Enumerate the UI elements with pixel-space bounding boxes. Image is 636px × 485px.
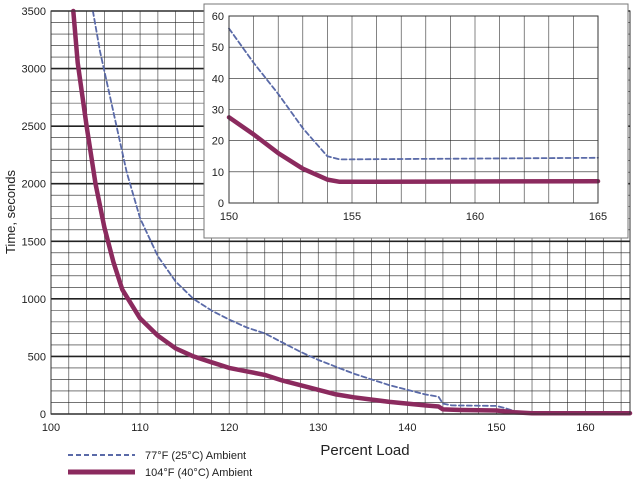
y-tick-label: 30 [212,105,224,117]
y-tick-label: 3500 [22,6,46,18]
series-line-77f [92,10,631,414]
y-tick-label: 500 [28,351,46,363]
legend-label-104f: 104°F (40°C) Ambient [145,467,252,479]
legend-label-77f: 77°F (25°C) Ambient [145,450,246,462]
series-line-77f [228,27,599,161]
x-tick-label: 130 [309,422,327,434]
x-tick-label: 165 [589,211,607,223]
y-tick-label: 2500 [22,121,46,133]
y-tick-label: 60 [212,11,224,23]
inset-background [203,3,629,239]
inset-plot-frame [228,15,599,204]
x-tick-label: 155 [343,211,361,223]
y-tick-label: 0 [218,198,224,210]
x-tick-label: 110 [131,422,149,434]
y-tick-label: 3000 [22,64,46,76]
y-tick-label: 2000 [22,179,46,191]
x-axis-title: Percent Load [320,442,409,459]
inset-series [226,27,601,185]
x-tick-label: 100 [42,422,60,434]
y-tick-label: 1000 [22,294,46,306]
y-tick-label: 1500 [22,236,46,248]
legend: 77°F (25°C) Ambient 104°F (40°C) Ambient [68,450,252,479]
y-axis-title: Time, seconds [3,169,18,254]
y-tick-label: 40 [212,73,224,85]
y-tick-label: 0 [40,409,46,421]
series-line-104f [226,115,601,185]
y-tick-label: 20 [212,136,224,148]
main-tick-labels: 100 110 120 130 140 150 1600500100015002000250… [22,6,595,434]
x-tick-label: 150 [487,422,505,434]
x-tick-label: 140 [398,422,416,434]
y-tick-label: 10 [212,167,224,179]
inset-tick-labels: 150 155 160 165 0 10 20 30 40 50 60 [212,11,607,223]
main-series [71,8,633,416]
x-tick-label: 120 [220,422,238,434]
x-tick-label: 150 [220,211,238,223]
inset-chart: 150 155 160 165 0 10 20 30 40 50 60 [203,3,629,239]
y-tick-label: 50 [212,42,224,54]
series-line-104f [71,8,633,416]
x-tick-label: 160 [466,211,484,223]
x-tick-label: 160 [576,422,594,434]
